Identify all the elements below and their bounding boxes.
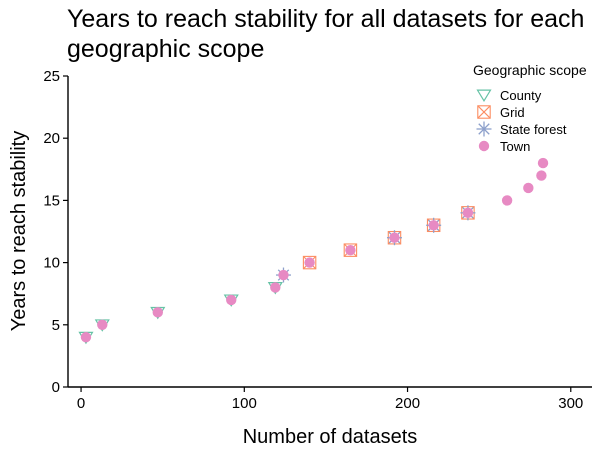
data-point-town xyxy=(428,220,439,231)
data-point-town xyxy=(501,195,513,206)
x-tick-label: 100 xyxy=(232,395,257,412)
legend-label-county: County xyxy=(500,88,542,103)
data-point-town xyxy=(462,207,474,219)
data-point-town xyxy=(278,269,289,281)
legend-key-town xyxy=(478,140,490,152)
x-tick-label: 300 xyxy=(558,395,583,412)
legend-key-county xyxy=(476,89,492,103)
y-tick-label: 25 xyxy=(43,68,60,85)
data-point-town xyxy=(389,232,400,243)
y-tick-label: 10 xyxy=(43,255,60,272)
y-axis-title: Years to reach stability xyxy=(8,131,30,331)
legend-label-grid: Grid xyxy=(500,105,525,120)
data-point-town xyxy=(80,332,92,343)
legend-key-grid xyxy=(477,105,491,119)
y-tick-label: 15 xyxy=(43,192,60,209)
legend-title: Geographic scope xyxy=(473,62,587,78)
chart-title: Years to reach stability for all dataset… xyxy=(67,5,585,63)
x-tick-label: 0 xyxy=(77,395,85,412)
data-point-town xyxy=(523,182,534,194)
data-point-town xyxy=(304,257,315,268)
y-tick-label: 20 xyxy=(43,130,60,147)
y-tick-label: 0 xyxy=(52,379,60,396)
legend-label-state-forest: State forest xyxy=(500,122,567,137)
axes xyxy=(67,76,592,388)
ticks: 0 100 200 300 0 5 10 15 20 25 xyxy=(43,68,583,412)
legend-label-town: Town xyxy=(500,139,530,154)
data-point-town xyxy=(97,319,108,330)
data-point-town xyxy=(270,282,281,293)
data-point-town xyxy=(226,294,237,306)
data-point-town xyxy=(345,244,356,256)
data-point-town xyxy=(537,157,549,169)
x-axis-title: Number of datasets xyxy=(243,426,418,448)
y-tick-label: 5 xyxy=(52,317,60,334)
legend: Geographic scope County Grid State forest T… xyxy=(473,62,587,154)
data-point-town xyxy=(536,170,547,181)
legend-key-state-forest xyxy=(476,121,492,137)
data-points xyxy=(78,157,549,345)
data-point-town xyxy=(152,307,163,318)
x-tick-label: 200 xyxy=(395,395,420,412)
